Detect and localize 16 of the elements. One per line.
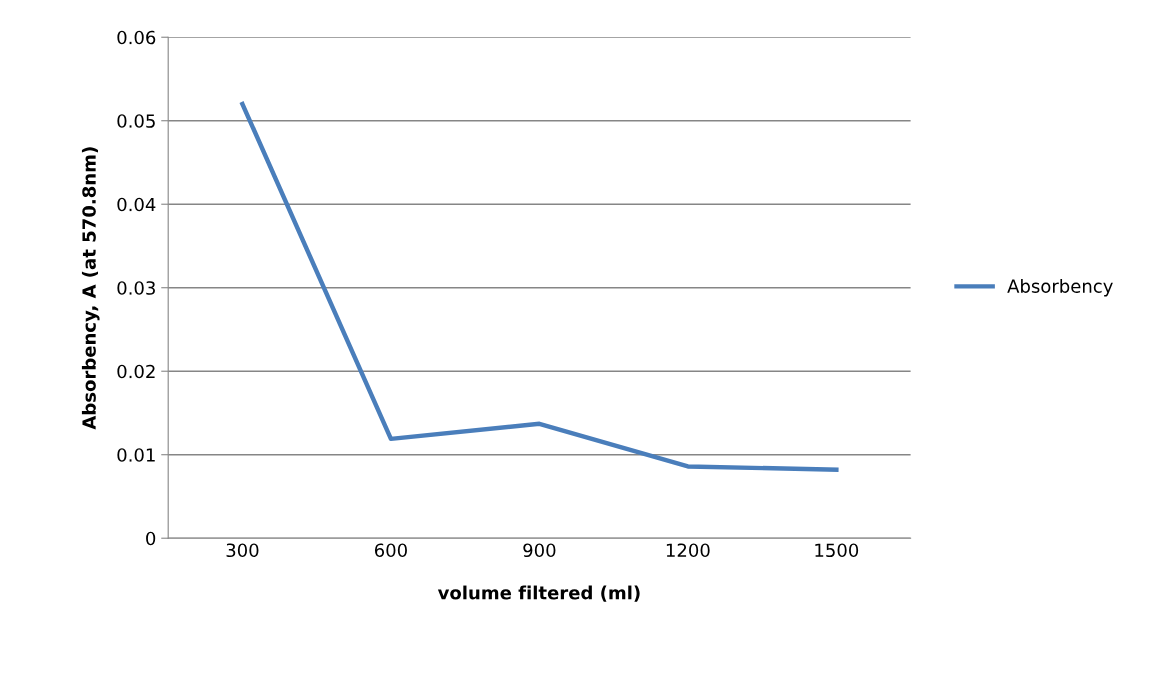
y-tick-label: 0.01 — [117, 448, 155, 462]
x-tick-label: 900 — [523, 543, 556, 558]
x-tick-label: 1200 — [666, 543, 710, 558]
line-series — [240, 101, 839, 472]
y-tick-label: 0.06 — [117, 30, 156, 45]
y-tick-label: 0.05 — [117, 114, 155, 128]
y-tick-label: 0.02 — [117, 364, 155, 379]
y-tick-label: 0.03 — [117, 281, 155, 295]
y-tick-label: 0.04 — [117, 197, 156, 212]
x-axis-title: volume filtered (ml) — [437, 585, 640, 602]
x-tick-label: 1500 — [815, 543, 859, 558]
y-axis-title: Absorbency, A (at 570.8nm) — [81, 147, 100, 430]
y-tick-label: 0 — [146, 531, 156, 546]
x-tick-label: 300 — [226, 543, 259, 558]
x-tick-label: 600 — [374, 543, 407, 558]
legend-label: Absorbency — [1007, 278, 1113, 297]
